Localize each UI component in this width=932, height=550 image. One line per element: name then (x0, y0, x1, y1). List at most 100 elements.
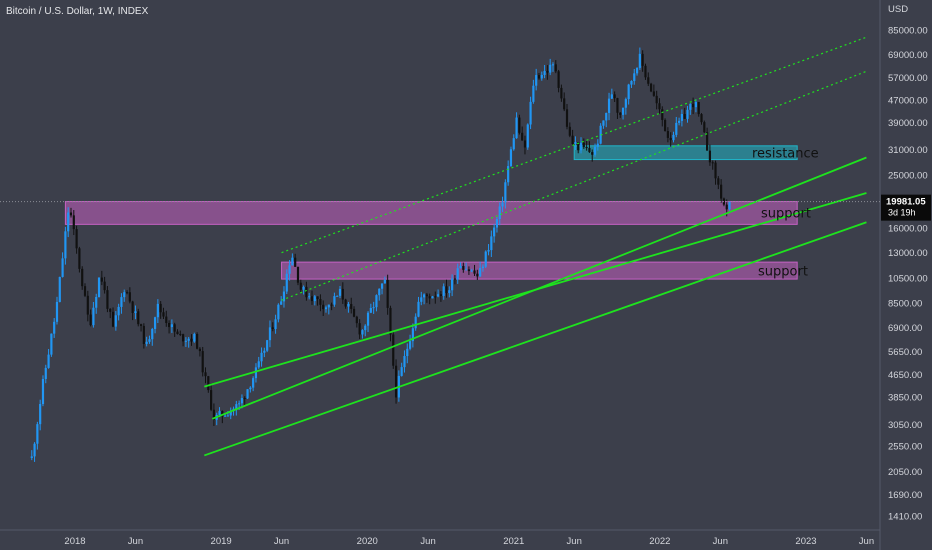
candle-body (638, 53, 641, 68)
candle-body (142, 325, 145, 344)
y-tick-label: 47000.00 (888, 96, 928, 107)
candle-body (588, 148, 591, 153)
candle-body (465, 269, 468, 271)
candle-body (543, 70, 546, 75)
candle-body (442, 286, 445, 296)
y-tick-label: 2050.00 (888, 467, 922, 478)
candle-body (44, 367, 47, 379)
candle-body (369, 308, 372, 313)
candle-body (635, 67, 639, 74)
candle-body (212, 409, 216, 420)
candle-body (173, 324, 176, 332)
x-tick-label: 2020 (357, 536, 378, 547)
y-tick-label: 25000.00 (888, 171, 928, 182)
candle-body (221, 411, 224, 417)
candle-body (411, 328, 414, 342)
candle-body (624, 99, 627, 108)
candle-body (711, 162, 714, 164)
candle-body (260, 352, 263, 362)
y-tick-label: 8500.00 (888, 299, 922, 310)
candle-body (706, 132, 709, 151)
candle-body (563, 98, 566, 110)
candle-body (549, 64, 552, 73)
candle-body (406, 348, 409, 357)
candle-body (117, 306, 120, 316)
candle-body (728, 201, 731, 210)
x-tick-label: 2021 (503, 536, 524, 547)
candle-body (428, 296, 431, 299)
candle-body (372, 307, 375, 309)
candle-body (246, 389, 249, 399)
candle-body (89, 314, 92, 326)
candle-body (473, 270, 476, 274)
candle-body (145, 341, 148, 344)
candle-body (123, 292, 126, 298)
candle-body (535, 75, 538, 86)
candle-body (621, 107, 625, 115)
y-tick-label: 3850.00 (888, 392, 922, 403)
x-tick-label: 2019 (211, 536, 232, 547)
trend-lines-layer (204, 36, 867, 457)
x-tick-label: 2022 (649, 536, 670, 547)
candle-body (313, 296, 316, 302)
candle-body (633, 73, 636, 81)
candle-body (83, 286, 87, 296)
candle-body (574, 142, 577, 145)
candle-body (582, 142, 585, 147)
candle-body (663, 119, 667, 132)
candle-body (50, 333, 53, 355)
candle-body (579, 142, 583, 151)
y-tick-label: 4650.00 (888, 370, 922, 381)
candle-body (33, 443, 36, 457)
zone-labels-layer: resistance support support (752, 146, 819, 279)
candle-body (380, 283, 384, 289)
candle-body (619, 112, 622, 115)
candle-body (417, 301, 420, 317)
candle-body (383, 279, 386, 284)
candle-body (557, 71, 560, 88)
candle-body (641, 53, 644, 66)
candle-body (697, 102, 700, 115)
candle-body (263, 350, 266, 353)
candle-body (176, 331, 179, 334)
candle-body (196, 333, 199, 349)
candle-body (703, 122, 706, 133)
time-axis[interactable]: 2018 Jun 2019 Jun 2020 Jun 2021 Jun 2022 Jun 2023 J… (64, 536, 874, 547)
candle-body (479, 267, 482, 277)
candle-body (352, 308, 356, 317)
candle-body (565, 109, 569, 127)
candle-body (288, 265, 291, 274)
candle-body (540, 74, 543, 79)
candle-body (128, 292, 131, 302)
y-tick-label: 1690.00 (888, 490, 922, 501)
candle-body (593, 146, 597, 155)
candle-body (282, 291, 286, 302)
candle-body (95, 297, 98, 308)
candle-body (53, 321, 56, 334)
candle-body (720, 184, 723, 199)
candle-body (190, 338, 193, 342)
zones-layer (64, 145, 798, 280)
candle-body (162, 312, 165, 317)
x-tick-label: Jun (274, 536, 289, 547)
candle-body (529, 101, 532, 125)
candle-body (672, 134, 675, 141)
candle-body (677, 120, 681, 123)
candle-body (515, 117, 518, 139)
candle-body (551, 64, 555, 66)
candle-body (481, 266, 485, 268)
y-tick-label: 16000.00 (888, 224, 928, 235)
candle-body (131, 301, 134, 313)
candle-body (139, 324, 143, 326)
candle-body (652, 91, 655, 96)
candle-body (498, 206, 501, 220)
candle-body (420, 297, 423, 302)
price-axis[interactable]: 85000.00 69000.00 57000.00 47000.00 39000.00… (888, 26, 928, 523)
y-tick-label: 10500.00 (888, 273, 928, 284)
candle-body (675, 122, 678, 135)
candle-body (655, 95, 658, 104)
candle-body (680, 114, 683, 121)
candle-body (431, 296, 434, 299)
